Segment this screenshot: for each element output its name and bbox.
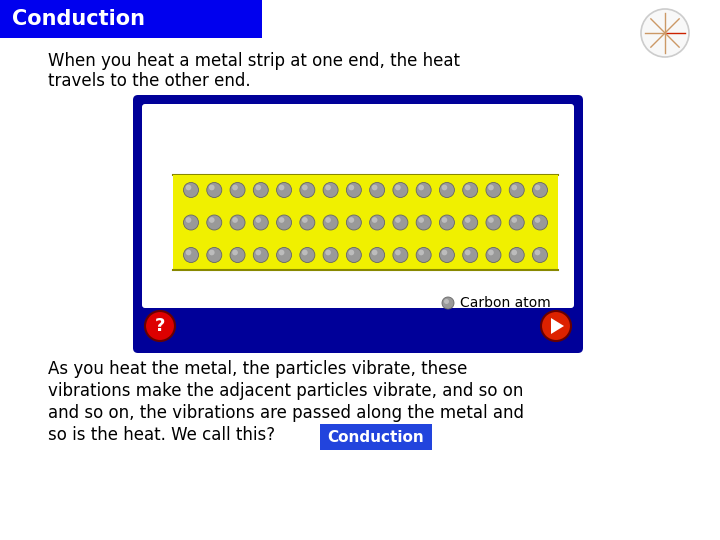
Circle shape (416, 183, 431, 198)
Circle shape (256, 217, 261, 223)
Circle shape (230, 247, 245, 262)
Circle shape (346, 183, 361, 198)
Circle shape (369, 183, 384, 198)
Text: When you heat a metal strip at one end, the heat: When you heat a metal strip at one end, … (48, 52, 460, 70)
Circle shape (232, 249, 238, 255)
Circle shape (463, 183, 477, 198)
Circle shape (145, 311, 175, 341)
Text: travels to the other end.: travels to the other end. (48, 72, 251, 90)
Polygon shape (551, 318, 564, 334)
Circle shape (253, 215, 269, 230)
Circle shape (541, 311, 571, 341)
Circle shape (535, 185, 540, 191)
Text: Carbon atom: Carbon atom (460, 296, 551, 310)
Text: As you heat the metal, the particles vibrate, these: As you heat the metal, the particles vib… (48, 360, 467, 378)
Circle shape (300, 247, 315, 262)
Circle shape (302, 217, 307, 223)
Circle shape (393, 247, 408, 262)
Circle shape (441, 249, 447, 255)
Circle shape (418, 185, 424, 191)
Circle shape (463, 215, 477, 230)
Circle shape (323, 183, 338, 198)
Circle shape (348, 217, 354, 223)
Circle shape (325, 217, 331, 223)
Circle shape (325, 185, 331, 191)
Circle shape (256, 249, 261, 255)
Circle shape (302, 249, 307, 255)
Circle shape (393, 215, 408, 230)
Text: vibrations make the adjacent particles vibrate, and so on: vibrations make the adjacent particles v… (48, 382, 523, 400)
Circle shape (302, 185, 307, 191)
Circle shape (372, 185, 377, 191)
Circle shape (276, 183, 292, 198)
Circle shape (207, 215, 222, 230)
Circle shape (418, 217, 424, 223)
Circle shape (395, 185, 401, 191)
Circle shape (441, 217, 447, 223)
Circle shape (209, 185, 215, 191)
Circle shape (511, 185, 517, 191)
Circle shape (279, 185, 284, 191)
Circle shape (533, 215, 547, 230)
Circle shape (509, 183, 524, 198)
Circle shape (439, 183, 454, 198)
Circle shape (186, 185, 192, 191)
Circle shape (393, 183, 408, 198)
Bar (173, 175, 558, 270)
Circle shape (486, 183, 501, 198)
Circle shape (444, 299, 449, 304)
Text: and so on, the vibrations are passed along the metal and: and so on, the vibrations are passed alo… (48, 404, 524, 422)
Circle shape (300, 183, 315, 198)
FancyBboxPatch shape (142, 104, 574, 308)
Circle shape (184, 215, 199, 230)
Circle shape (300, 215, 315, 230)
Circle shape (276, 215, 292, 230)
Circle shape (207, 183, 222, 198)
Circle shape (465, 249, 471, 255)
Circle shape (372, 249, 377, 255)
Circle shape (395, 217, 401, 223)
Circle shape (465, 185, 471, 191)
Circle shape (209, 249, 215, 255)
Circle shape (232, 185, 238, 191)
Circle shape (511, 217, 517, 223)
Circle shape (486, 247, 501, 262)
Circle shape (488, 217, 494, 223)
Bar (0, 0, 262, 38)
Circle shape (511, 249, 517, 255)
Circle shape (533, 247, 547, 262)
Circle shape (279, 249, 284, 255)
Circle shape (488, 249, 494, 255)
Circle shape (276, 247, 292, 262)
FancyBboxPatch shape (133, 95, 583, 353)
FancyBboxPatch shape (320, 424, 432, 450)
Circle shape (230, 215, 245, 230)
Circle shape (416, 215, 431, 230)
Circle shape (348, 249, 354, 255)
Circle shape (209, 217, 215, 223)
Circle shape (535, 217, 540, 223)
Circle shape (488, 185, 494, 191)
Text: Conduction: Conduction (12, 9, 145, 29)
Circle shape (439, 215, 454, 230)
Circle shape (184, 183, 199, 198)
Circle shape (442, 297, 454, 309)
Circle shape (416, 247, 431, 262)
Circle shape (346, 215, 361, 230)
Circle shape (533, 183, 547, 198)
Circle shape (186, 217, 192, 223)
Circle shape (256, 185, 261, 191)
Circle shape (232, 217, 238, 223)
Circle shape (279, 217, 284, 223)
Circle shape (465, 217, 471, 223)
Circle shape (535, 249, 540, 255)
Circle shape (325, 249, 331, 255)
Circle shape (509, 215, 524, 230)
Circle shape (486, 215, 501, 230)
Circle shape (348, 185, 354, 191)
Text: ?: ? (155, 317, 165, 335)
Circle shape (463, 247, 477, 262)
Circle shape (184, 247, 199, 262)
Text: so is the heat. We call this?: so is the heat. We call this? (48, 426, 275, 444)
